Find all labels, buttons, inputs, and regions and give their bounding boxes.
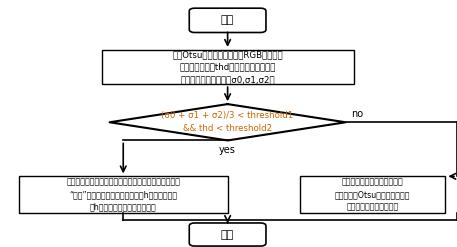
Text: yes: yes <box>219 145 236 155</box>
Text: no: no <box>351 109 363 119</box>
FancyBboxPatch shape <box>101 50 354 84</box>
FancyBboxPatch shape <box>19 176 228 213</box>
Text: 额头被完全遮挡：提取眉毛下沿区域作为测温有效区。
“额头”区域：额头定位框向下平移h所覆盖的区域
（h为额头定位框最小高度）。: 额头被完全遮挡：提取眉毛下沿区域作为测温有效区。 “额头”区域：额头定位框向下平… <box>66 178 180 212</box>
Text: 结束: 结束 <box>221 229 234 240</box>
Text: 利用Otsu算法获取额头区域RGB三个通道
的最佳分割阈值thd，并计算该阈值下三
个通道的额头区域方差σ0,σ1,σ2。: 利用Otsu算法获取额头区域RGB三个通道 的最佳分割阈值thd，并计算该阈值下… <box>172 50 283 84</box>
FancyBboxPatch shape <box>300 176 446 213</box>
FancyBboxPatch shape <box>189 8 266 33</box>
FancyBboxPatch shape <box>189 223 266 246</box>
Text: 将额头区域三通道数据转为单
通道，应用Otsu进行图像分割，
得到额头的有效测温区。: 将额头区域三通道数据转为单 通道，应用Otsu进行图像分割， 得到额头的有效测温… <box>335 178 410 212</box>
Polygon shape <box>110 104 345 141</box>
Text: (σ0 + σ1 + σ2)/3 < threshold1
&& thd < threshold2: (σ0 + σ1 + σ2)/3 < threshold1 && thd < t… <box>161 111 294 133</box>
Text: 开始: 开始 <box>221 15 234 25</box>
